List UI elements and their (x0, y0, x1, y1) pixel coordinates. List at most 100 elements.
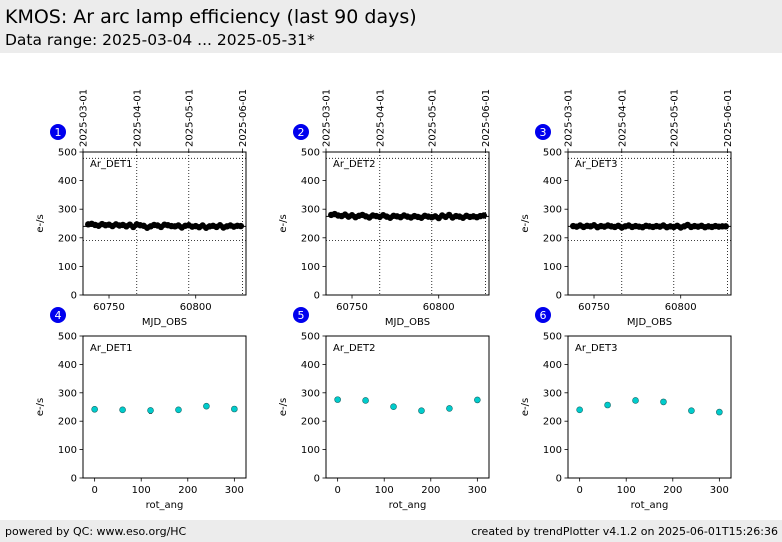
x-tick-label: 300 (225, 485, 244, 496)
chart-panel-6: 0 100 200 300 400 500 0 100 200 300 rot_ang e-/s Ar_… (520, 307, 732, 511)
footer-generator: created by trendPlotter v4.1.2 on 2025-0… (471, 525, 778, 538)
x-tick-label: 60800 (423, 302, 455, 313)
panel-number: 6 (540, 309, 547, 322)
y-axis-label: e-/s (278, 398, 289, 416)
y-tick-label: 200 (543, 233, 562, 244)
x-axis-label: rot_ang (146, 500, 184, 511)
x-axis-label: MJD_OBS (385, 317, 430, 328)
data-point (660, 398, 667, 406)
panel-label: Ar_DET1 (90, 159, 132, 170)
x-axis-label: MJD_OBS (142, 317, 187, 328)
panel-number: 2 (298, 126, 305, 139)
y-tick-label: 300 (543, 205, 562, 216)
date-tick-label: 2025-06-01 (238, 89, 249, 147)
date-tick-label: 2025-04-01 (132, 89, 143, 147)
footer-credit: powered by QC: www.eso.org/HC (5, 525, 187, 538)
y-tick-label: 200 (58, 233, 77, 244)
y-tick-label: 400 (301, 360, 320, 371)
x-tick-label: 0 (334, 485, 340, 496)
panel-number: 5 (298, 309, 305, 322)
panel-number: 4 (55, 309, 62, 322)
y-tick-label: 200 (301, 233, 320, 244)
data-point (390, 403, 397, 411)
page-header: KMOS: Ar arc lamp efficiency (last 90 da… (0, 0, 782, 53)
y-tick-label: 500 (301, 332, 320, 343)
chart-panel-4: 0 100 200 300 400 500 0 100 200 300 rot_ang e-/s Ar_… (35, 307, 247, 511)
chart-panel-1: 0 100 200 300 400 500 60750 60800 MJD_OBS e-/s Ar_… (35, 89, 249, 328)
data-point (147, 407, 154, 414)
data-point (480, 212, 487, 219)
data-point (91, 405, 98, 413)
x-tick-label: 100 (375, 485, 394, 496)
y-tick-label: 200 (543, 417, 562, 428)
x-tick-label: 100 (132, 485, 151, 496)
page-footer: powered by QC: www.eso.org/HC created by… (0, 520, 782, 542)
y-tick-label: 300 (543, 388, 562, 399)
date-tick-label: 2025-05-01 (669, 89, 680, 147)
data-point (604, 401, 611, 409)
y-tick-label: 300 (58, 205, 77, 216)
axes-frame (325, 335, 490, 479)
panel-number-badge (535, 307, 551, 323)
y-tick-label: 100 (58, 262, 77, 273)
x-tick-label: 60750 (578, 302, 610, 313)
x-tick-label: 60800 (180, 302, 212, 313)
y-tick-label: 400 (301, 176, 320, 187)
date-tick-label: 2025-04-01 (617, 89, 628, 147)
date-tick-label: 2025-05-01 (184, 89, 195, 147)
y-tick-label: 0 (314, 474, 320, 485)
panel-label: Ar_DET3 (575, 159, 617, 170)
chart-panel-2: 0 100 200 300 400 500 60750 60800 MJD_OBS e-/s Ar_… (278, 89, 492, 328)
y-tick-label: 400 (543, 360, 562, 371)
y-tick-label: 0 (314, 291, 320, 302)
date-tick-label: 2025-03-01 (564, 89, 575, 147)
x-axis-label: rot_ang (631, 500, 669, 511)
data-point (688, 407, 695, 414)
data-point (722, 223, 729, 230)
panel-number-badge (293, 124, 309, 140)
data-point (231, 405, 238, 413)
date-tick-label: 2025-06-01 (723, 89, 734, 147)
y-tick-label: 200 (301, 417, 320, 428)
data-point (716, 408, 723, 416)
y-tick-label: 500 (543, 148, 562, 159)
x-tick-label: 300 (468, 485, 487, 496)
x-tick-label: 60750 (93, 302, 125, 313)
data-point (474, 396, 481, 404)
date-tick-label: 2025-03-01 (322, 89, 333, 147)
y-tick-label: 500 (58, 332, 77, 343)
x-axis-label: MJD_OBS (627, 317, 672, 328)
panel-number-badge (50, 124, 66, 140)
data-point (576, 406, 583, 414)
x-tick-label: 0 (576, 485, 582, 496)
y-axis-label: e-/s (520, 398, 531, 416)
data-point (119, 406, 126, 414)
y-tick-label: 500 (543, 332, 562, 343)
chart-panel-3: 0 100 200 300 400 500 60750 60800 MJD_OBS e-/s Ar_… (520, 89, 734, 328)
y-tick-label: 400 (58, 360, 77, 371)
date-tick-label: 2025-06-01 (481, 89, 492, 147)
panel-number-badge (535, 124, 551, 140)
axes-frame (82, 335, 247, 479)
chart-panel-5: 0 100 200 300 400 500 0 100 200 300 rot_ang e-/s Ar_… (278, 307, 490, 511)
x-tick-label: 200 (421, 485, 440, 496)
x-tick-label: 200 (663, 485, 682, 496)
y-tick-label: 0 (556, 291, 562, 302)
y-tick-label: 400 (58, 176, 77, 187)
data-point (203, 402, 210, 410)
axes-frame (82, 151, 247, 296)
y-tick-label: 0 (556, 474, 562, 485)
axes-frame (567, 151, 732, 296)
data-point (175, 406, 182, 414)
panel-label: Ar_DET3 (575, 343, 617, 354)
panel-label: Ar_DET2 (333, 159, 375, 170)
x-tick-label: 300 (710, 485, 729, 496)
x-tick-label: 60800 (665, 302, 697, 313)
panel-number-badge (50, 307, 66, 323)
y-tick-label: 300 (58, 388, 77, 399)
y-tick-label: 100 (301, 445, 320, 456)
x-tick-label: 200 (178, 485, 197, 496)
panel-label: Ar_DET1 (90, 343, 132, 354)
date-tick-label: 2025-03-01 (79, 89, 90, 147)
